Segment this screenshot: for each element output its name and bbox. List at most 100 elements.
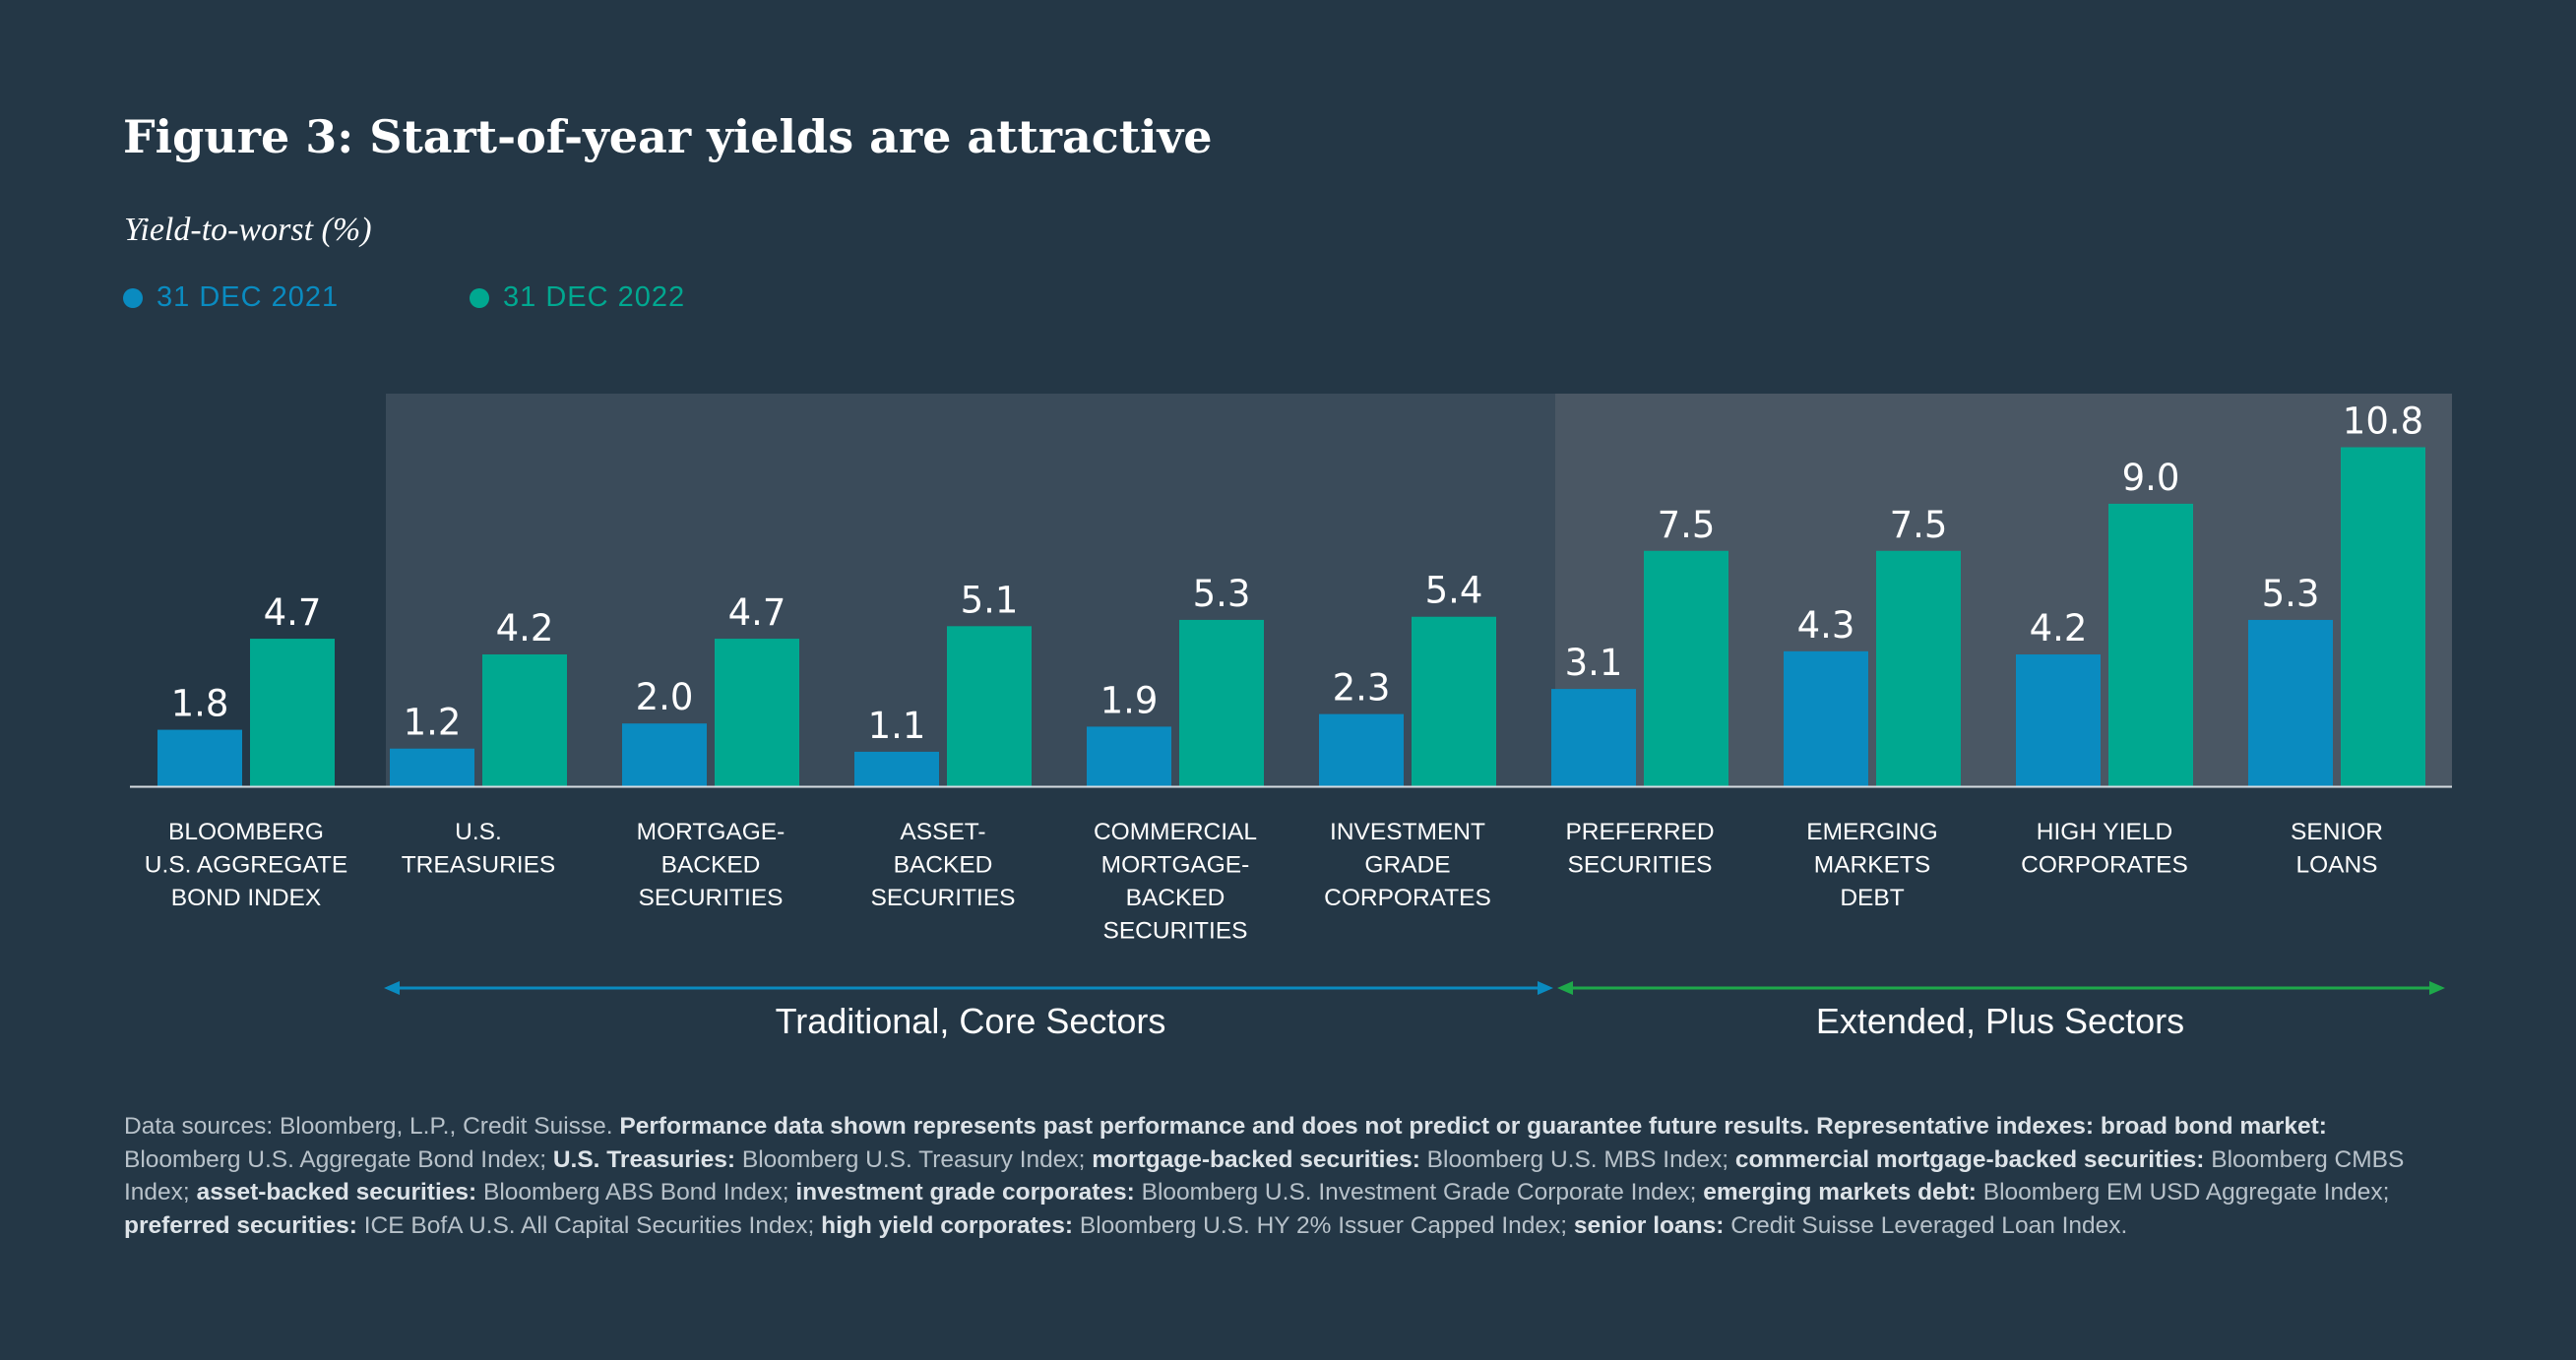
footnote-segment-15: preferred securities: — [124, 1211, 357, 1239]
category-label-line: SECURITIES — [638, 885, 783, 911]
bar-2022-3 — [947, 626, 1032, 786]
value-label-2021-1: 1.2 — [404, 702, 462, 744]
value-label-2021-2: 2.0 — [636, 676, 694, 718]
bar-2021-8 — [2016, 654, 2101, 786]
bar-2022-1 — [482, 654, 567, 786]
value-label-2021-6: 3.1 — [1565, 642, 1623, 684]
value-label-2021-7: 4.3 — [1797, 604, 1855, 647]
value-label-2022-8: 9.0 — [2122, 457, 2180, 499]
core-sectors-arrow-right-head — [1538, 981, 1553, 995]
category-label-7: EMERGING MARKETS DEBT — [1806, 819, 1937, 911]
category-label-line: EMERGING — [1806, 819, 1937, 845]
bar-2022-7 — [1876, 550, 1961, 786]
value-label-2022-5: 5.4 — [1425, 570, 1483, 612]
value-label-2021-3: 1.1 — [868, 705, 926, 747]
category-label-3: ASSET- BACKED SECURITIES — [870, 819, 1015, 911]
category-label-4: COMMERCIAL MORTGAGE- BACKED SECURITIES — [1094, 819, 1257, 945]
legend-dot-2022-icon — [470, 287, 489, 308]
category-label-line: BACKED — [1126, 885, 1225, 911]
category-label-line: SECURITIES — [1102, 918, 1247, 945]
bar-2021-5 — [1319, 713, 1404, 786]
core-sectors-label: Traditional, Core Sectors — [776, 1001, 1166, 1041]
value-label-2021-4: 1.9 — [1100, 679, 1159, 721]
bar-2021-4 — [1087, 726, 1171, 786]
footnote-segment-20: Credit Suisse Leveraged Loan Index. — [1724, 1211, 2128, 1239]
category-label-line: MORTGAGE- — [637, 819, 785, 845]
footnote-segment-2: Bloomberg U.S. Aggregate Bond Index; — [124, 1145, 553, 1173]
value-label-2022-0: 4.7 — [264, 591, 322, 634]
footnote-segment-7: commercial mortgage-backed securities: — [1734, 1145, 2205, 1173]
bar-2022-5 — [1412, 616, 1496, 786]
category-label-line: COMMERCIAL — [1094, 819, 1257, 845]
category-label-line: PREFERRED — [1565, 819, 1714, 845]
footnote-segment-3: U.S. Treasuries: — [552, 1145, 736, 1173]
plus-sectors-arrow-right-head — [2429, 981, 2445, 995]
category-label-line: DEBT — [1840, 885, 1904, 911]
footnote-segment-8: Bloomberg CMBS Index; — [124, 1145, 2405, 1206]
bar-2022-8 — [2108, 503, 2193, 786]
bar-2022-0 — [250, 639, 335, 786]
category-label-line: CORPORATES — [2021, 852, 2188, 879]
bar-2021-2 — [622, 723, 707, 786]
legend-label-2022: 31 DEC 2022 — [503, 281, 686, 313]
category-label-line: BACKED — [894, 852, 993, 879]
legend-dot-2021-icon — [123, 287, 143, 308]
category-label-line: MARKETS — [1814, 852, 1930, 879]
chart-title: Figure 3: Start-of-year yields are attra… — [123, 110, 1213, 163]
category-label-line: SENIOR — [2291, 819, 2383, 845]
category-label-line: BACKED — [661, 852, 761, 879]
category-label-line: CORPORATES — [1324, 885, 1491, 911]
bar-2021-0 — [157, 729, 242, 786]
footnote-segment-16: ICE BofA U.S. All Capital Securities Ind… — [356, 1211, 822, 1239]
core-sectors-arrow-left-head — [384, 981, 400, 995]
category-label-1: U.S. TREASURIES — [402, 819, 556, 879]
footnote-segment-6: Bloomberg U.S. MBS Index; — [1419, 1145, 1735, 1173]
category-label-line: BLOOMBERG — [168, 819, 324, 845]
category-label-9: SENIOR LOANS — [2291, 819, 2383, 879]
footnote-segment-19: senior loans: — [1573, 1211, 1725, 1239]
category-label-line: ASSET- — [900, 819, 985, 845]
category-label-line: MORTGAGE- — [1101, 852, 1250, 879]
footnote-segment-13: emerging markets debt: — [1703, 1179, 1977, 1205]
footnote-segment-11: investment grade corporates: — [795, 1179, 1135, 1205]
footnote-segment-9: asset-backed securities: — [196, 1179, 477, 1205]
footnote-segment-17: high yield corporates: — [821, 1211, 1074, 1239]
footnote: Data sources: Bloomberg, L.P., Credit Su… — [124, 1110, 2437, 1242]
footnote-segment-14: Bloomberg EM USD Aggregate Index; — [1976, 1179, 2390, 1205]
footnote-segment-12: Bloomberg U.S. Investment Grade Corporat… — [1134, 1179, 1704, 1205]
value-label-2021-0: 1.8 — [171, 683, 229, 725]
legend-item-2022: 31 DEC 2022 — [470, 281, 685, 314]
category-label-line: U.S. — [455, 819, 502, 845]
footnote-segment-1: Performance data shown represents past p… — [619, 1113, 2327, 1140]
value-label-2022-2: 4.7 — [728, 591, 786, 634]
value-label-2022-6: 7.5 — [1658, 504, 1716, 546]
plus-sectors-arrow-left-head — [1557, 981, 1573, 995]
bar-2021-9 — [2248, 619, 2333, 786]
value-label-2021-8: 4.2 — [2030, 607, 2088, 649]
category-label-line: LOANS — [2295, 852, 2377, 879]
category-label-line: BOND INDEX — [171, 885, 321, 911]
bar-2022-6 — [1644, 550, 1728, 786]
bar-2021-3 — [854, 751, 939, 786]
legend-item-2021: 31 DEC 2021 — [123, 281, 339, 314]
value-label-2021-9: 5.3 — [2262, 573, 2320, 615]
category-label-line: INVESTMENT — [1330, 819, 1485, 845]
legend-label-2021: 31 DEC 2021 — [157, 281, 340, 313]
bar-2021-1 — [390, 748, 474, 786]
value-label-2022-1: 4.2 — [496, 607, 554, 649]
footnote-segment-4: Bloomberg U.S. Treasury Index; — [735, 1145, 1093, 1173]
footnote-segment-0: Data sources: Bloomberg, L.P., Credit Su… — [124, 1113, 620, 1140]
bar-2021-6 — [1551, 689, 1636, 786]
value-label-2022-3: 5.1 — [961, 579, 1019, 621]
category-label-0: BLOOMBERG U.S. AGGREGATE BOND INDEX — [145, 819, 347, 911]
value-label-2022-4: 5.3 — [1193, 573, 1251, 615]
chart-subtitle: Yield-to-worst (%) — [124, 212, 372, 248]
category-label-8: HIGH YIELD CORPORATES — [2021, 819, 2188, 879]
category-label-line: GRADE — [1364, 852, 1450, 879]
category-label-line: TREASURIES — [402, 852, 556, 879]
category-label-line: SECURITIES — [1567, 852, 1712, 879]
footnote-segment-5: mortgage-backed securities: — [1092, 1145, 1420, 1173]
value-label-2022-9: 10.8 — [2343, 400, 2423, 442]
plus-sectors-label: Extended, Plus Sectors — [1816, 1001, 2184, 1041]
